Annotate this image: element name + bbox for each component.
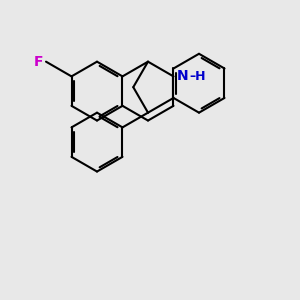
Text: –H: –H <box>189 70 206 83</box>
Text: N: N <box>177 69 189 83</box>
Text: F: F <box>34 55 44 69</box>
